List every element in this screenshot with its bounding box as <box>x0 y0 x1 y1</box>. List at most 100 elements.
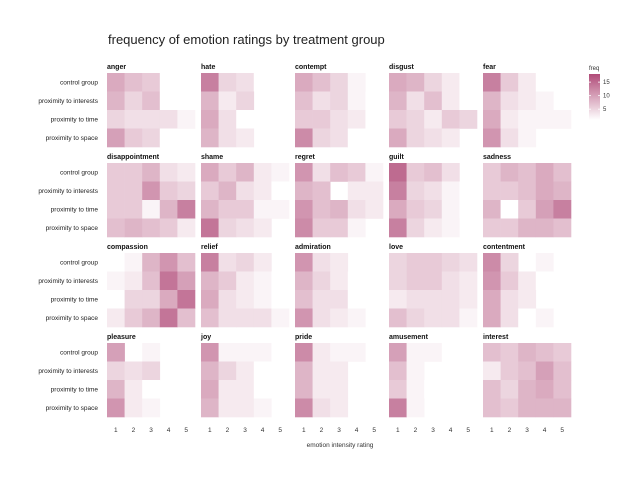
panel-admiration: admiration <box>295 244 366 328</box>
heat-cell <box>483 110 501 129</box>
panel-title-anger: anger <box>107 64 126 71</box>
heat-cell <box>365 110 384 129</box>
row-label-proximity-to-space: proximity to space <box>46 315 99 322</box>
panel-title-contempt: contempt <box>295 64 327 71</box>
heat-cell <box>124 91 143 111</box>
heat-cell <box>295 163 313 182</box>
heat-cell <box>236 361 255 381</box>
heat-cell <box>253 110 272 129</box>
heat-cell <box>330 73 349 92</box>
heat-cell <box>406 271 425 291</box>
heat-cell <box>312 308 331 328</box>
heat-cell <box>107 110 125 129</box>
panel-hate: hate <box>201 64 290 148</box>
heat-cell <box>441 91 460 111</box>
heat-cell <box>406 380 425 399</box>
x-tick-label: 5 <box>184 427 188 434</box>
heat-cell <box>330 290 349 309</box>
heat-cell <box>312 218 331 238</box>
heat-cell <box>107 343 125 362</box>
heat-cell <box>518 380 537 399</box>
heat-cell <box>535 343 554 362</box>
panel-title-compassion: compassion <box>107 244 148 251</box>
heat-cell <box>459 290 478 309</box>
heat-cell <box>295 218 313 238</box>
heat-cell <box>535 110 554 129</box>
heat-cell <box>271 110 290 129</box>
heat-cell <box>424 128 443 148</box>
heat-cell <box>124 308 143 328</box>
heat-cell <box>142 200 161 219</box>
heat-cell <box>107 271 125 291</box>
panel-disgust: disgust <box>389 64 478 148</box>
heat-cell <box>142 218 161 238</box>
heat-cell <box>159 73 178 92</box>
x-tick-label: 2 <box>132 427 136 434</box>
heat-cell <box>518 398 537 418</box>
heat-cell <box>295 110 313 129</box>
heat-cell <box>347 91 366 111</box>
heat-cell <box>389 110 407 129</box>
heat-cell <box>347 181 366 201</box>
heat-cell <box>406 290 425 309</box>
panel-contempt: contempt <box>295 64 384 148</box>
heat-cell <box>295 253 313 272</box>
heat-cell <box>406 128 425 148</box>
heat-cell <box>535 91 554 111</box>
heat-cell <box>124 271 143 291</box>
heat-cell <box>159 200 178 219</box>
heat-cell <box>295 343 313 362</box>
heat-cell <box>406 253 425 272</box>
x-tick-label: 3 <box>243 427 247 434</box>
heat-cell <box>347 128 366 148</box>
panel-title-contentment: contentment <box>483 244 526 251</box>
heat-cell <box>389 271 407 291</box>
chart-title: frequency of emotion ratings by treatmen… <box>108 32 385 47</box>
heat-cell <box>312 181 331 201</box>
heat-cell <box>500 181 519 201</box>
heat-cell <box>124 73 143 92</box>
legend-tick-label: 15 <box>603 80 610 86</box>
heat-cell <box>389 163 407 182</box>
heat-cell <box>312 380 331 399</box>
heat-cell <box>218 343 237 362</box>
heat-cell <box>483 290 501 309</box>
panel-regret: regret <box>295 154 384 238</box>
heat-cell <box>347 343 366 362</box>
heat-cell <box>159 271 178 291</box>
heat-cell <box>518 91 537 111</box>
heat-cell <box>459 253 478 272</box>
x-tick-label: 5 <box>372 427 376 434</box>
heat-cell <box>518 128 537 148</box>
heat-cell <box>518 271 537 291</box>
heat-cell <box>218 361 237 381</box>
heat-cell <box>253 253 272 272</box>
heat-cell <box>424 91 443 111</box>
heat-cell <box>483 73 501 92</box>
heat-cell <box>201 290 219 309</box>
heat-cell <box>177 253 196 272</box>
heat-cell <box>124 398 143 418</box>
x-tick-label: 4 <box>449 427 453 434</box>
heat-cell <box>312 163 331 182</box>
heat-cell <box>389 181 407 201</box>
heat-cell <box>424 200 443 219</box>
heat-cell <box>271 343 290 362</box>
heat-cell <box>107 398 125 418</box>
heat-cell <box>347 200 366 219</box>
heat-cell <box>406 73 425 92</box>
heat-cell <box>441 181 460 201</box>
heat-cell <box>201 308 219 328</box>
panel-relief: relief <box>201 244 290 328</box>
heat-cell <box>142 73 161 92</box>
heat-cell <box>441 308 460 328</box>
heat-cell <box>424 380 443 399</box>
heat-cell <box>389 343 407 362</box>
heat-cell <box>177 181 196 201</box>
heat-cell <box>406 308 425 328</box>
heat-cell <box>159 253 178 272</box>
heat-cell <box>107 308 125 328</box>
heat-cell <box>312 290 331 309</box>
heat-cell <box>424 181 443 201</box>
